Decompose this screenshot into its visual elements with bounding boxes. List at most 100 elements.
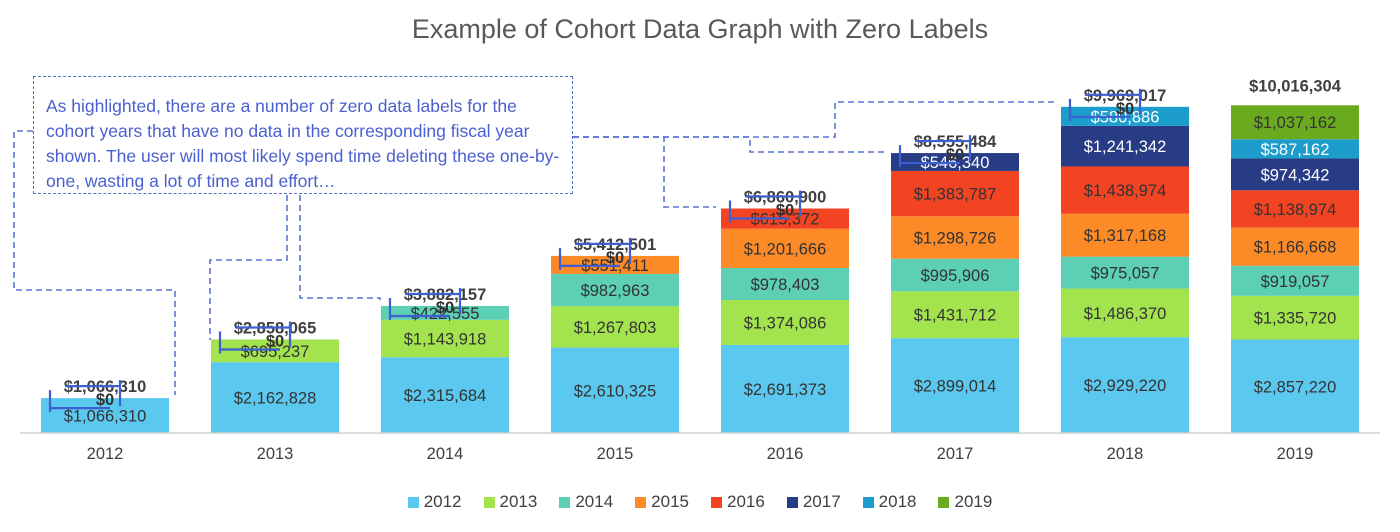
legend-item-2015: 2015 [635,492,689,512]
data-label-2019-2016: $1,138,974 [1254,201,1337,219]
bar-segment-2015-2014 [551,273,679,307]
x-tick-label-2019: 2019 [1277,445,1314,463]
bar-segment-2018-2014 [1061,256,1189,289]
bar-segment-2015-2013 [551,306,679,348]
x-tick-label-2013: 2013 [257,445,294,463]
legend-label-2014: 2014 [575,492,614,511]
bar-segment-2017-2013 [891,291,1019,339]
x-tick-label-2012: 2012 [87,445,124,463]
zero-highlight-2013 [218,321,292,354]
data-label-2018-2015: $1,317,168 [1084,227,1167,245]
bar-segment-2019-2018 [1231,139,1359,159]
bar-segment-2018-2017 [1061,125,1189,167]
zero-highlight-2015 [558,237,632,270]
data-label-2019-2015: $1,166,668 [1254,239,1337,257]
data-label-2018-2012: $2,929,220 [1084,377,1167,395]
bar-segment-2017-2014 [891,258,1019,292]
bar-segment-2016-2013 [721,299,849,345]
data-label-2016-2014: $978,403 [751,276,820,294]
bar-segment-2019-2017 [1231,158,1359,191]
bar-segment-2014-2013 [381,319,509,358]
annotation-callout: As highlighted, there are a number of ze… [33,76,573,194]
bar-segment-2012-2012 [41,398,169,433]
bar-segment-2016-2015 [721,228,849,268]
legend-swatch-2016 [711,496,722,508]
bar-segment-2018-2012 [1061,337,1189,433]
bar-segment-2013-2012 [211,362,339,433]
zero-highlight-2018 [1068,88,1142,121]
data-label-2018-2017: $1,241,342 [1084,138,1167,156]
legend-item-2017: 2017 [786,492,841,512]
zero-highlight-2016 [728,190,802,223]
data-label-2015-2014: $982,963 [581,282,650,300]
zero-label-2016: $0 [776,202,794,220]
zero-highlight-2014 [388,287,462,320]
legend-swatch-2013 [483,496,495,508]
bar-segment-2018-2013 [1061,288,1189,338]
legend-item-2013: 2013 [483,492,538,512]
callout-connector-1 [13,130,176,395]
zero-highlight-2017 [898,135,972,168]
legend-swatch-2018 [862,496,874,508]
bar-segment-2016-2012 [721,344,849,433]
legend-label-2019: 2019 [954,492,993,511]
data-label-2017-2014: $995,906 [921,267,990,285]
data-label-2013-2012: $2,162,828 [234,390,317,408]
data-label-2014-2014: $422,555 [411,305,480,323]
legend-item-2018: 2018 [862,492,917,512]
legend-swatch-2019 [938,496,950,508]
bar-segment-2019-2015 [1231,227,1359,266]
data-label-2016-2015: $1,201,666 [744,240,827,258]
x-tick-label-2018: 2018 [1107,445,1144,463]
data-label-2016-2012: $2,691,373 [744,381,827,399]
legend-label-2018: 2018 [878,492,917,511]
x-tick-label-2017: 2017 [937,445,974,463]
x-tick-label-2014: 2014 [427,445,464,463]
data-label-2017-2016: $1,383,787 [914,186,997,204]
zero-highlight-2012 [48,380,122,413]
data-label-2013-2013: $695,237 [241,343,310,361]
legend-label-2017: 2017 [802,492,841,511]
bar-segment-2017-2012 [891,338,1019,433]
data-label-2019-2014: $919,057 [1261,273,1330,291]
zero-label-2012: $0 [96,391,114,409]
legend-label-2013: 2013 [499,492,538,511]
callout-connector-2 [209,195,288,340]
bar-segment-2013-2013 [211,339,339,363]
zero-label-2015: $0 [606,249,624,267]
total-label-2019: $10,016,304 [1249,77,1342,95]
callout-connector-6 [573,101,1058,138]
data-label-2014-2012: $2,315,684 [404,387,487,405]
chart-legend: 2012 2013 2014 2015 2016 2017 2018 2019 [0,492,1400,512]
bar-segment-2019-2012 [1231,339,1359,433]
data-label-2014-2013: $1,143,918 [404,331,487,349]
data-label-2019-2012: $2,857,220 [1254,378,1337,396]
legend-swatch-2015 [635,496,647,508]
legend-label-2012: 2012 [423,492,462,511]
bar-segment-2019-2013 [1231,295,1359,340]
legend-label-2015: 2015 [651,492,689,511]
data-label-2018-2013: $1,486,370 [1084,305,1167,323]
data-label-2015-2012: $2,610,325 [574,382,657,400]
data-label-2015-2013: $1,267,803 [574,319,657,337]
bar-segment-2019-2014 [1231,265,1359,296]
data-label-2019-2013: $1,335,720 [1254,310,1337,328]
bar-segment-2017-2015 [891,216,1019,259]
legend-swatch-2017 [786,496,798,508]
bar-segment-2014-2012 [381,357,509,433]
zero-label-2014: $0 [436,299,454,317]
legend-item-2012: 2012 [407,492,462,512]
callout-connector-5 [573,136,886,153]
data-label-2016-2013: $1,374,086 [744,314,827,332]
bar-segment-2018-2016 [1061,166,1189,214]
chart-title: Example of Cohort Data Graph with Zero L… [411,14,989,44]
data-label-2019-2019: $1,037,162 [1254,114,1337,132]
x-tick-label-2016: 2016 [767,445,804,463]
data-label-2012-2012: $1,066,310 [64,408,147,426]
data-label-2018-2016: $1,438,974 [1084,182,1167,200]
callout-connector-4 [573,136,716,208]
legend-item-2019: 2019 [938,492,992,512]
callout-connector-3 [299,195,381,300]
zero-label-2018: $0 [1116,100,1134,118]
